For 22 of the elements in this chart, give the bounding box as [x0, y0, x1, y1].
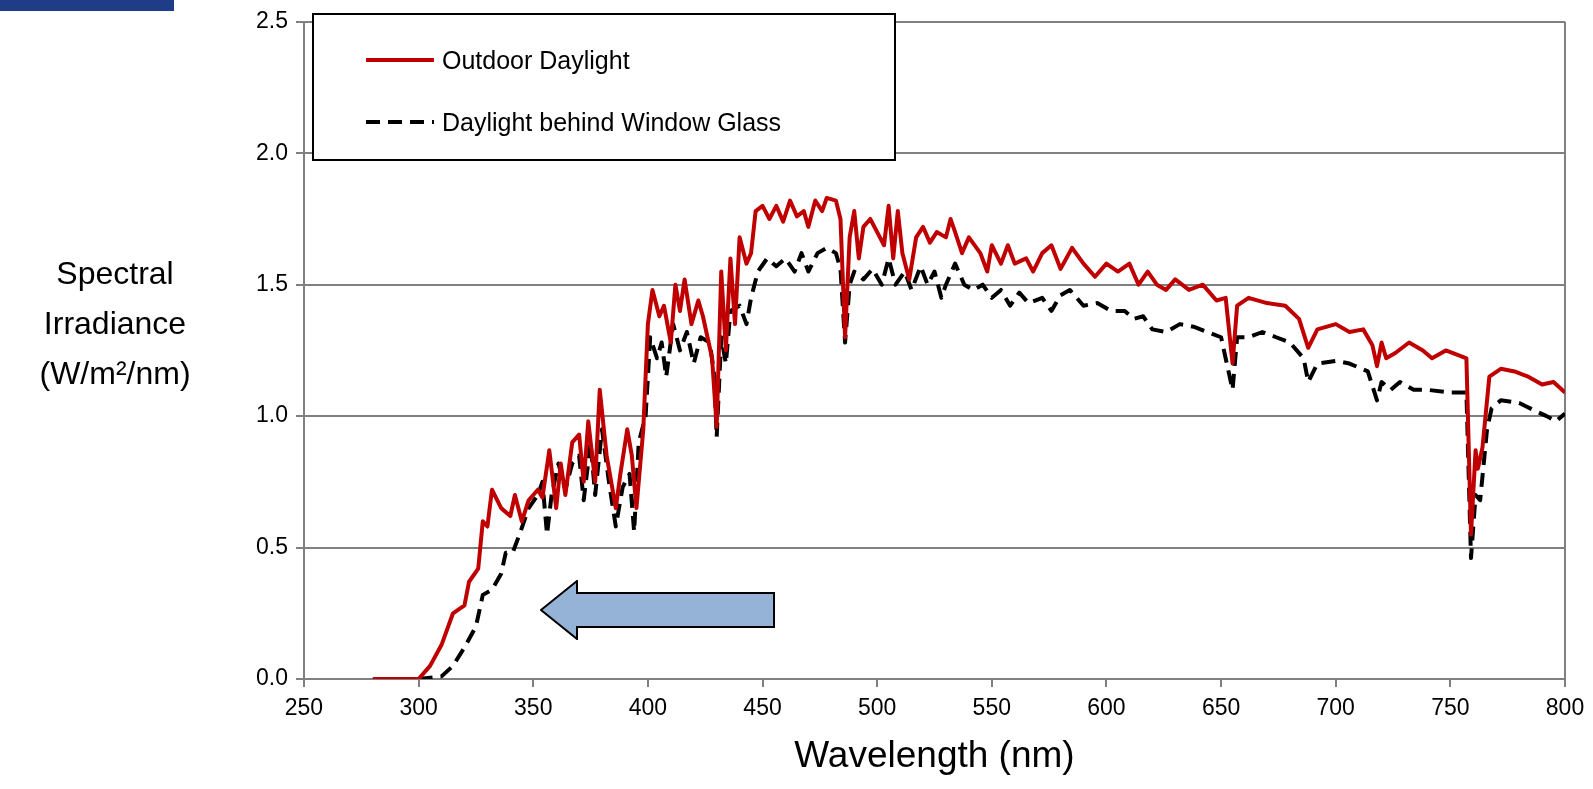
x-tick-label: 750	[1431, 694, 1470, 721]
legend-label: Daylight behind Window Glass	[442, 107, 782, 137]
x-tick-label: 600	[1087, 694, 1126, 721]
x-tick-label: 450	[743, 694, 782, 721]
x-axis-title: Wavelength (nm)	[794, 734, 1075, 775]
y-tick-label: 1.0	[255, 401, 288, 428]
y-tick-label: 2.5	[255, 7, 288, 34]
y-axis-title: Spectral Irradiance (W/m²/nm)	[38, 254, 192, 393]
y-tick-label: 0.5	[255, 532, 288, 559]
x-tick-label: 300	[399, 694, 438, 721]
x-tick-label: 650	[1201, 694, 1241, 721]
x-tick-label: 800	[1545, 694, 1585, 721]
y-tick-label: 1.5	[255, 270, 288, 297]
x-tick-label: 550	[972, 694, 1011, 721]
x-tick-label: 250	[284, 694, 324, 721]
x-tick-label: 400	[628, 694, 668, 721]
y-tick-label: 0.0	[255, 664, 288, 691]
y-tick-label: 2.0	[255, 138, 288, 165]
x-tick-label: 350	[514, 694, 553, 721]
x-tick-label: 700	[1316, 694, 1355, 721]
legend-label: Outdoor Daylight	[442, 45, 630, 75]
x-tick-label: 500	[857, 694, 897, 721]
